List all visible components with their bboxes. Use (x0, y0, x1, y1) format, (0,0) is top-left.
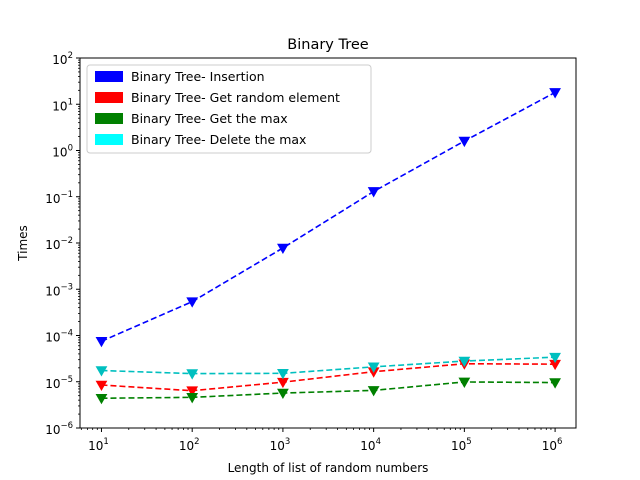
x-tick-label-exponent: 6 (557, 437, 562, 447)
data-point-marker (277, 243, 289, 254)
y-tick-label-exponent: 2 (68, 51, 73, 61)
y-tick-label-base: 10 (52, 99, 67, 113)
x-tick-label: 101 (88, 437, 109, 453)
series-3 (95, 377, 561, 405)
series-4 (95, 352, 561, 380)
series-layer (95, 88, 561, 405)
data-point-marker (549, 378, 561, 389)
legend-box (86, 64, 372, 154)
y-tick-label-exponent: 1 (68, 97, 73, 107)
data-point-marker (186, 393, 199, 404)
x-tick-label-base: 10 (179, 439, 194, 453)
data-point-marker (458, 356, 471, 368)
data-point-marker (277, 388, 289, 400)
y-tick-label: 100 (52, 144, 73, 160)
series-line (101, 362, 556, 392)
x-tick-label-base: 10 (270, 439, 285, 453)
y-tick-label-exponent: 0 (68, 144, 73, 154)
data-point-marker (95, 336, 108, 348)
y-tick-label: 102 (52, 51, 73, 67)
x-tick-label: 103 (270, 437, 291, 453)
y-tick-label-base: 10 (45, 377, 60, 391)
series-line (101, 381, 556, 400)
legend-label: Binary Tree- Delete the max (131, 132, 306, 147)
legend-swatch (95, 113, 123, 124)
legend-swatch (95, 92, 123, 103)
x-tick-label: 102 (179, 437, 200, 453)
data-point-marker (367, 386, 380, 397)
legend-label: Binary Tree- Insertion (131, 69, 265, 84)
y-tick-label-exponent: −2 (60, 236, 73, 246)
legend: Binary Tree- Insertion Binary Tree- Get r… (86, 64, 372, 154)
x-tick-label: 106 (542, 437, 563, 453)
legend-label: Binary Tree- Get random element (131, 90, 340, 105)
y-tick-label-exponent: −6 (60, 421, 73, 431)
x-axis-label: Length of list of random numbers (228, 461, 429, 475)
x-tick-label: 104 (360, 437, 381, 453)
data-point-marker (186, 369, 199, 380)
x-tick-label-exponent: 4 (376, 437, 381, 447)
y-tick-label: 10−5 (45, 375, 73, 391)
x-tick-label: 105 (451, 437, 472, 453)
y-tick-label-exponent: −4 (60, 329, 73, 339)
x-tick-label-base: 10 (88, 439, 103, 453)
y-tick-label-base: 10 (45, 331, 60, 345)
data-point-marker (277, 369, 289, 380)
x-tick-label-exponent: 2 (194, 437, 199, 447)
y-tick-label-base: 10 (52, 146, 67, 160)
legend-swatch (95, 134, 123, 145)
x-tick-label-base: 10 (542, 439, 557, 453)
x-tick-label-exponent: 5 (466, 437, 471, 447)
axes-layer: 101 102 103 104 105 10610−610−510−410−310−210… (45, 51, 577, 453)
y-tick-label: 101 (52, 97, 73, 113)
y-tick-label: 10−3 (45, 282, 73, 298)
y-axis-label: Times (16, 225, 30, 262)
data-point-marker (186, 386, 199, 397)
legend-swatch (95, 71, 123, 82)
series-1 (95, 88, 561, 348)
data-point-marker (95, 366, 108, 377)
series-line (101, 91, 556, 343)
x-tick-label-base: 10 (451, 439, 466, 453)
y-tick-label-base: 10 (45, 238, 60, 252)
data-point-marker (458, 136, 471, 148)
data-point-marker (95, 380, 108, 392)
data-point-marker (549, 352, 561, 364)
chart-title: Binary Tree (287, 37, 368, 53)
x-tick-label-exponent: 1 (103, 437, 108, 447)
x-tick-label-base: 10 (360, 439, 375, 453)
y-tick-label-exponent: −1 (60, 190, 73, 200)
y-tick-label: 10−1 (45, 190, 73, 206)
y-tick-label: 10−6 (45, 421, 73, 437)
y-tick-label-base: 10 (45, 423, 60, 437)
y-tick-label-base: 10 (45, 192, 60, 206)
y-tick-label-exponent: −3 (60, 282, 73, 292)
y-tick-label: 10−2 (45, 236, 73, 252)
x-tick-label-exponent: 3 (285, 437, 290, 447)
data-point-marker (186, 297, 199, 308)
data-point-marker (367, 187, 380, 198)
y-tick-label: 10−4 (45, 329, 73, 345)
data-point-marker (458, 377, 471, 388)
data-point-marker (549, 88, 561, 99)
y-tick-label-base: 10 (45, 284, 60, 298)
data-point-marker (95, 393, 108, 405)
y-tick-label-exponent: −5 (60, 375, 73, 385)
series-line (101, 356, 556, 375)
data-point-marker (367, 362, 380, 373)
y-tick-label-base: 10 (52, 53, 67, 67)
legend-label: Binary Tree- Get the max (131, 111, 288, 126)
